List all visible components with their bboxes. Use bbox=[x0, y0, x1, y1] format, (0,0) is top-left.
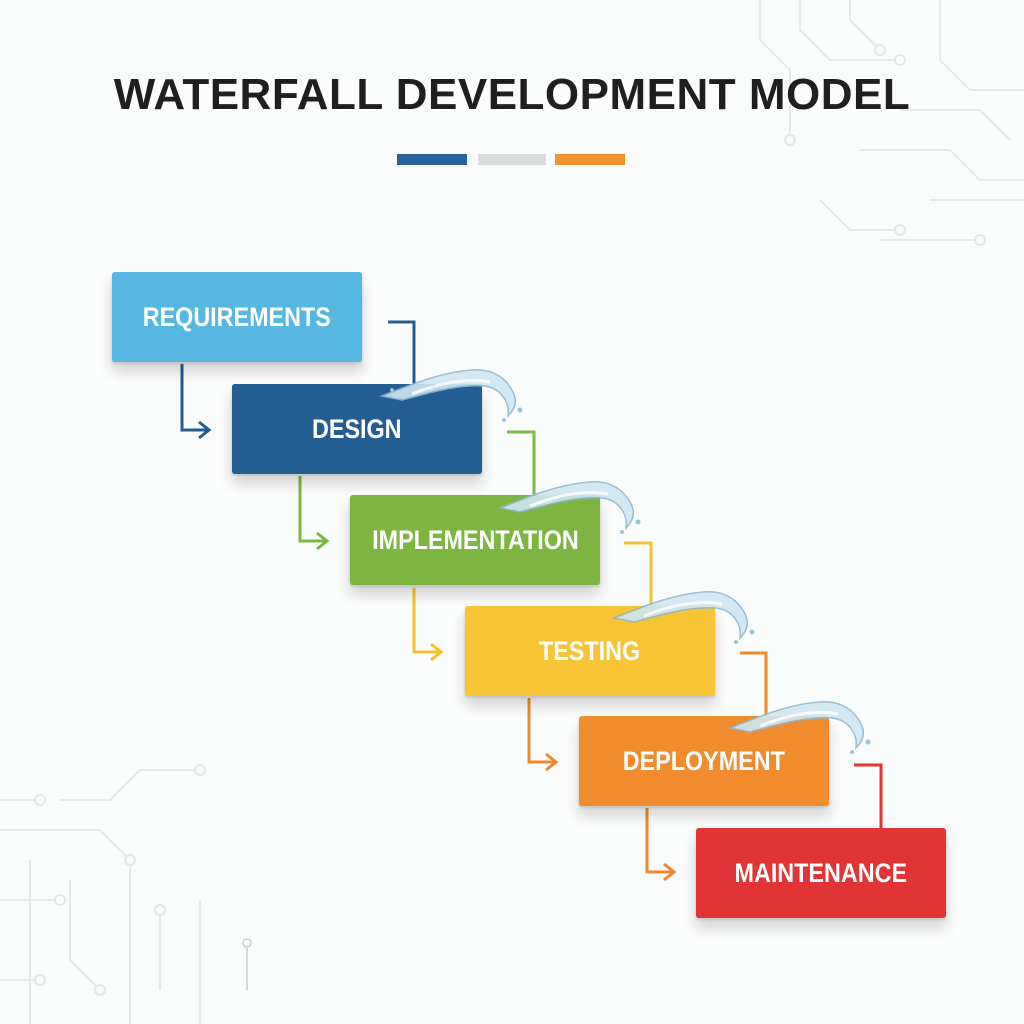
connector-down-arrow bbox=[529, 698, 555, 762]
phase-requirements: REQUIREMENTS bbox=[112, 272, 362, 362]
water-splash-icon bbox=[372, 356, 532, 426]
phase-maintenance: MAINTENANCE bbox=[696, 828, 946, 918]
connector-down-arrow bbox=[414, 588, 440, 652]
water-splash-icon bbox=[720, 688, 880, 758]
water-splash-icon bbox=[604, 578, 764, 648]
phase-label: MAINTENANCE bbox=[735, 858, 908, 889]
phase-label: REQUIREMENTS bbox=[143, 302, 331, 333]
water-splash-icon bbox=[490, 468, 650, 538]
connector-down-arrow bbox=[647, 808, 673, 872]
connector-down-arrow bbox=[300, 476, 326, 541]
connector-side-line bbox=[854, 765, 881, 828]
connector-down-arrow bbox=[182, 364, 208, 430]
